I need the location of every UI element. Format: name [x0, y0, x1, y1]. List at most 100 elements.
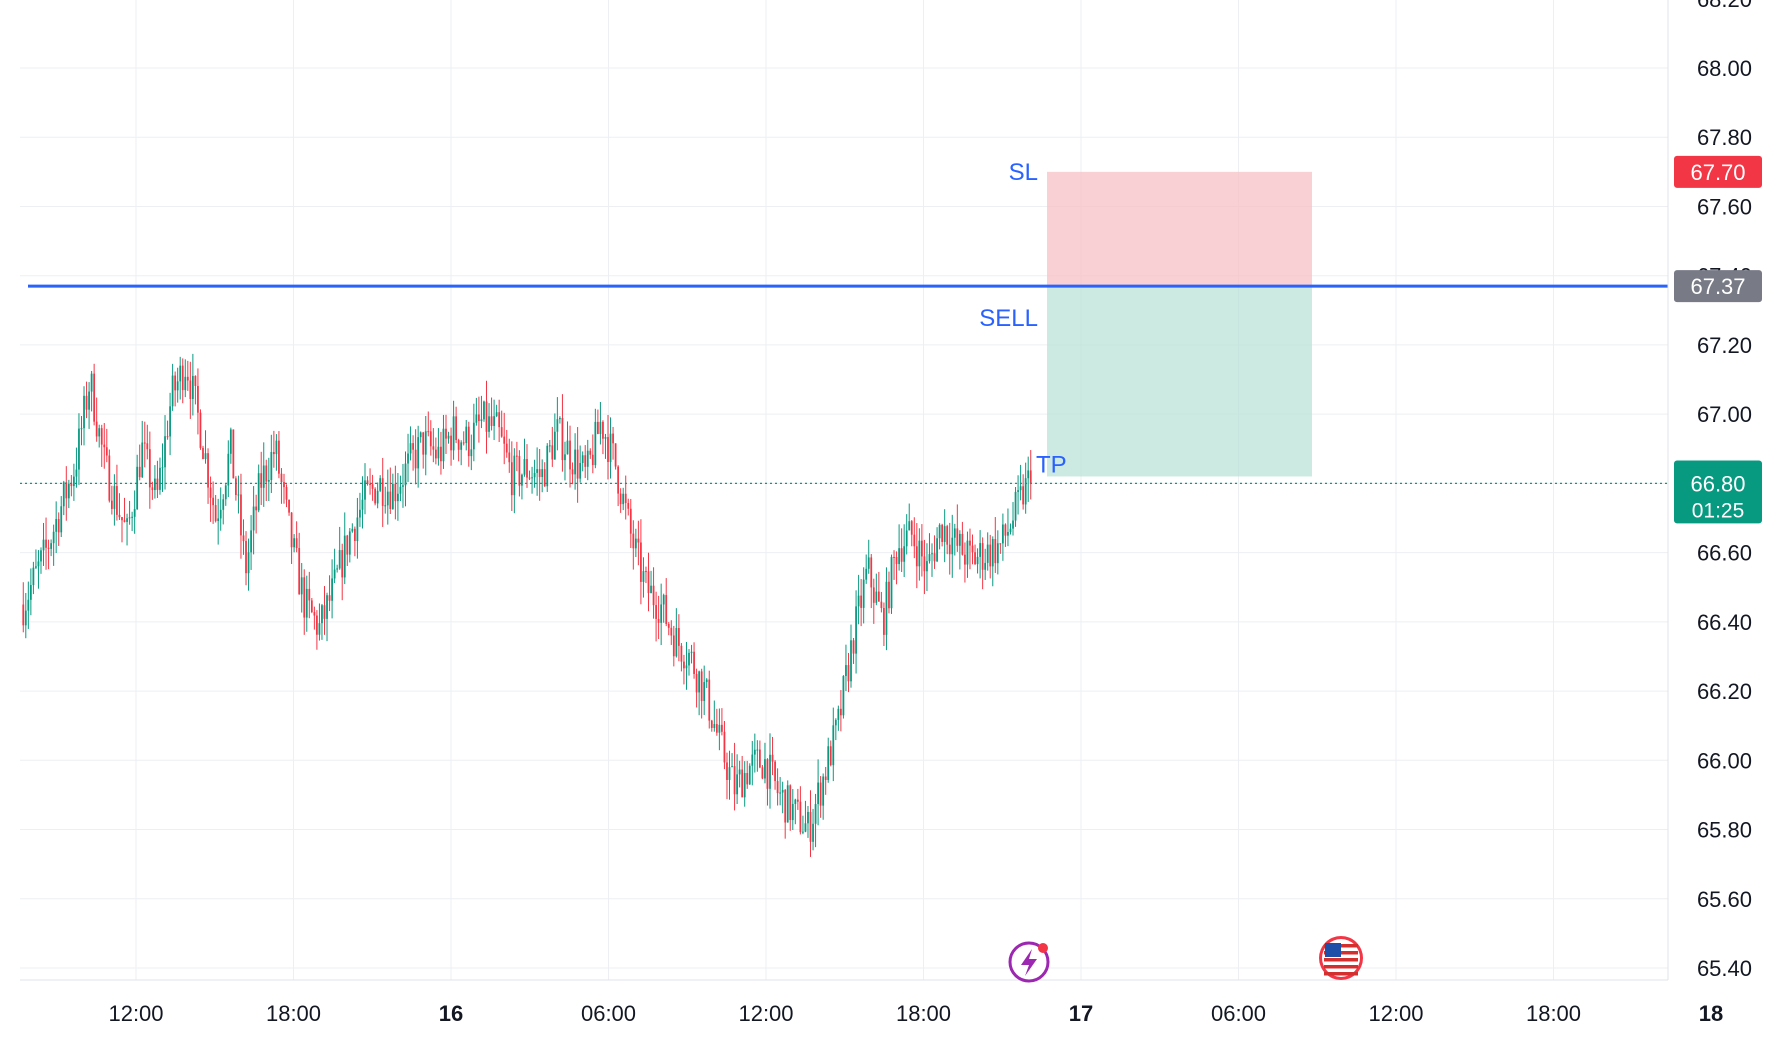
candle [723, 720, 726, 770]
candle-body [83, 395, 85, 429]
candle-body [905, 530, 908, 547]
candle-body [389, 491, 392, 510]
candle [817, 759, 819, 826]
candle [1017, 475, 1019, 515]
candle [645, 566, 647, 584]
candle [515, 441, 518, 472]
candle-body [498, 412, 501, 428]
candle-body [617, 466, 620, 494]
candle [93, 363, 96, 426]
candle-body [328, 595, 331, 601]
candle [29, 568, 32, 616]
candle [824, 766, 827, 795]
lightning-icon[interactable] [1008, 941, 1050, 983]
candle-body [133, 509, 136, 517]
candle [369, 468, 371, 495]
candle-body [460, 442, 463, 450]
candle [348, 528, 351, 563]
candle-body [726, 762, 728, 780]
candle [931, 543, 933, 577]
candle [376, 482, 379, 509]
candle-body [769, 754, 771, 789]
candle [116, 464, 118, 521]
candle [485, 380, 488, 454]
candle [913, 517, 916, 559]
candle [619, 488, 622, 513]
candle-body [657, 618, 660, 623]
time-tick-label: 12:00 [738, 1001, 793, 1026]
candle [655, 591, 657, 642]
price-axis[interactable]: 68.2068.0067.8067.6067.4067.2067.0066.80… [1667, 0, 1788, 1051]
candle-body [1019, 486, 1022, 491]
candle-body [212, 497, 215, 506]
price-tag[interactable]: 67.37 [1674, 270, 1762, 303]
candle [1024, 462, 1027, 514]
candle-body [809, 811, 812, 842]
candle-body [288, 499, 290, 513]
candle [260, 451, 263, 505]
candle [110, 485, 113, 515]
candle-body [305, 588, 308, 618]
candle [240, 473, 242, 559]
candle [141, 420, 144, 479]
candle-body [748, 765, 751, 785]
candle [146, 424, 149, 460]
candle-body [647, 571, 650, 594]
candle [450, 427, 452, 466]
stop-loss-zone[interactable] [1047, 171, 1312, 287]
candle-body [404, 463, 407, 486]
price-tag[interactable]: 66.80 01:25 [1674, 467, 1762, 524]
candle [941, 523, 944, 547]
candle-body [634, 538, 637, 549]
take-profit-zone[interactable] [1047, 286, 1312, 477]
price-tag[interactable]: 67.70 [1674, 155, 1762, 188]
candle-body [434, 449, 437, 459]
candle-body [1014, 491, 1017, 521]
candle-body [533, 472, 536, 478]
candle [272, 430, 275, 468]
candle-body [235, 478, 237, 495]
candle-body [116, 486, 118, 515]
candle-body [85, 395, 88, 410]
candle-body [467, 426, 470, 457]
event-markers[interactable] [1008, 936, 1363, 983]
candle [847, 652, 850, 693]
candle [688, 649, 690, 676]
candle [660, 583, 663, 646]
candle-body [819, 782, 822, 806]
candle-body [151, 487, 154, 491]
candle [447, 431, 450, 444]
us-flag-icon[interactable] [1319, 936, 1363, 980]
time-tick-label: 12:00 [1368, 1001, 1423, 1026]
candle-body [207, 453, 209, 488]
candle [796, 788, 799, 810]
candle-body [576, 449, 579, 479]
candle-body [161, 467, 164, 469]
candle-body [186, 376, 189, 381]
candle-body [683, 661, 685, 669]
time-axis[interactable]: 12:00 18:00 16 06:00 12:00 18:00 17 06:00 12:00 1… [108, 1001, 1723, 1026]
candle-body [898, 548, 900, 565]
candle-body [675, 628, 678, 657]
position-zones[interactable] [1047, 171, 1312, 477]
candle [475, 397, 478, 426]
candle [551, 426, 554, 467]
candle [569, 425, 571, 488]
candle [305, 575, 308, 632]
candle [156, 460, 159, 499]
candle-body [596, 421, 599, 434]
candle-body [926, 561, 928, 572]
candle-body [741, 769, 744, 798]
candle-body [718, 724, 721, 733]
candle-body [900, 548, 903, 562]
candle [850, 624, 852, 688]
candle-body [255, 506, 258, 511]
candle [837, 705, 840, 731]
candle-body [105, 447, 108, 456]
candle [123, 497, 126, 523]
candle [538, 448, 541, 501]
candle [399, 475, 402, 502]
candle [999, 543, 1002, 554]
